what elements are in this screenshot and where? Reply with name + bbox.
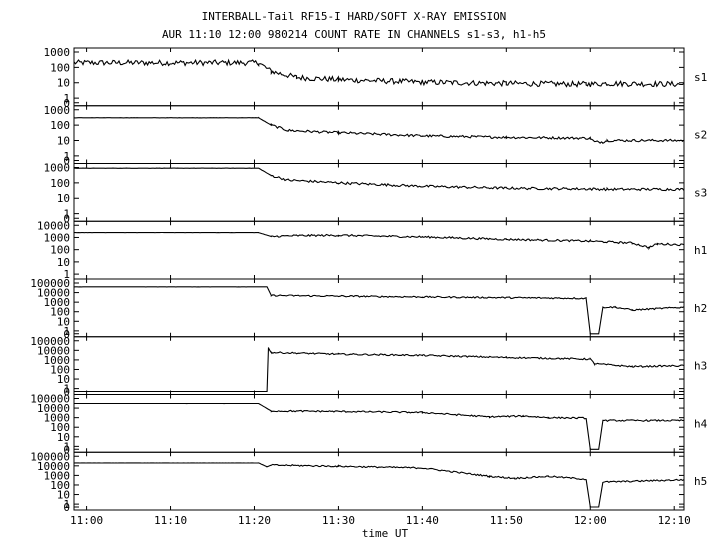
y-tick-label: 10 xyxy=(57,134,70,147)
series-line-h2 xyxy=(73,286,685,335)
y-tick-label: 100 xyxy=(50,421,70,434)
y-tick-label: 0 xyxy=(63,501,70,514)
y-tick-label: 1 xyxy=(63,208,70,221)
x-tick-label: 11:50 xyxy=(490,514,523,527)
y-tick-label: 10 xyxy=(57,489,70,502)
y-tick-label: 1000 xyxy=(44,469,71,482)
y-tick-label: 1000 xyxy=(44,162,71,175)
channel-label-h2: h2 xyxy=(694,302,707,315)
y-tick-label: 1000 xyxy=(44,46,71,59)
channel-label-h1: h1 xyxy=(694,244,707,257)
y-tick-label: 10000 xyxy=(37,287,70,300)
series-line-h5 xyxy=(73,462,685,508)
x-tick-label: 11:30 xyxy=(322,514,355,527)
x-tick-label: 12:00 xyxy=(574,514,607,527)
channel-label-s2: s2 xyxy=(694,129,707,142)
y-tick-label: 1000 xyxy=(44,296,71,309)
y-tick-label: 1 xyxy=(63,325,70,338)
y-tick-label: 10000 xyxy=(37,219,70,232)
series-line-s3 xyxy=(73,167,685,192)
panel-s1: 1000 100 10 10 s1 xyxy=(44,46,708,110)
y-tick-label: 100 xyxy=(50,177,70,190)
series-line-h1 xyxy=(74,231,685,251)
y-tick-label: 10000 xyxy=(37,460,70,473)
series-line-s2 xyxy=(73,116,685,145)
channel-label-h3: h3 xyxy=(694,360,707,373)
y-tick-label: 100 xyxy=(50,306,70,319)
x-axis-label: time UT xyxy=(362,527,409,540)
y-tick-label: 0 xyxy=(63,386,70,399)
channel-label-s3: s3 xyxy=(694,186,707,199)
y-tick-label: 100 xyxy=(50,479,70,492)
y-tick-label: 0 xyxy=(63,155,70,168)
panel-s3: 1000 100 10 10 s3 xyxy=(44,162,708,226)
y-tick-label: 0 xyxy=(63,97,70,110)
y-tick-label: 1 xyxy=(63,150,70,163)
series-line-h4 xyxy=(74,402,685,450)
x-tick-label: 11:10 xyxy=(154,514,187,527)
series-line-h3 xyxy=(74,347,685,393)
panel-frame xyxy=(73,278,685,338)
channel-label-h4: h4 xyxy=(694,417,708,430)
panel-frame xyxy=(73,336,685,395)
panel-frame xyxy=(73,47,685,107)
y-tick-label: 0 xyxy=(63,328,70,341)
y-tick-label: 10 xyxy=(57,315,70,328)
y-tick-label: 0 xyxy=(63,443,70,456)
y-tick-label: 1 xyxy=(63,268,70,281)
y-tick-label: 100000 xyxy=(30,277,70,290)
x-tick-label: 11:20 xyxy=(238,514,271,527)
chart-subtitle: AUR 11:10 12:00 980214 COUNT RATE IN CHA… xyxy=(162,28,546,41)
chart-title: INTERBALL-Tail RF15-I HARD/SOFT X-RAY EM… xyxy=(202,10,507,23)
y-tick-label: 100000 xyxy=(30,450,70,463)
y-tick-label: 100 xyxy=(50,244,70,257)
y-tick-label: 1 xyxy=(63,440,70,453)
series-line-s1 xyxy=(73,58,685,88)
panel-frame xyxy=(73,163,685,222)
y-tick-label: 100 xyxy=(50,119,70,132)
panel-frame xyxy=(73,220,685,280)
y-tick-label: 1 xyxy=(63,383,70,396)
y-tick-label: 10 xyxy=(57,77,70,90)
y-tick-label: 10000 xyxy=(37,402,70,415)
channel-label-s1: s1 xyxy=(694,71,707,84)
y-tick-label: 1000 xyxy=(44,354,71,367)
y-tick-label: 10 xyxy=(57,192,70,205)
y-tick-label: 1000 xyxy=(44,231,71,244)
y-tick-label: 1000 xyxy=(44,412,71,425)
y-tick-label: 100 xyxy=(50,61,70,74)
y-tick-label: 0 xyxy=(63,212,70,225)
y-tick-label: 1 xyxy=(63,92,70,105)
y-tick-label: 10 xyxy=(57,431,70,444)
y-tick-label: 100 xyxy=(50,363,70,376)
panel-frame xyxy=(73,451,685,511)
y-tick-label: 100000 xyxy=(30,393,70,406)
y-tick-label: 1 xyxy=(63,498,70,511)
time-axis: 11:00 11:10 11:20 11:30 11:40 11:50 12:00 12:10 xyxy=(70,514,691,527)
y-tick-label: 10 xyxy=(57,373,70,386)
y-tick-label: 10 xyxy=(57,256,70,269)
y-tick-label: 10000 xyxy=(37,344,70,357)
x-tick-label: 11:00 xyxy=(70,514,103,527)
y-tick-label: 100000 xyxy=(30,335,70,348)
x-tick-label: 11:40 xyxy=(406,514,439,527)
channel-panels: 10001001010s110001001010s210001001010s31… xyxy=(30,46,707,514)
x-tick-label: 12:10 xyxy=(658,514,691,527)
panel-s2: 1000 100 10 10 s2 xyxy=(44,104,708,168)
channel-label-h5: h5 xyxy=(694,475,707,488)
y-tick-label: 1000 xyxy=(44,104,71,117)
